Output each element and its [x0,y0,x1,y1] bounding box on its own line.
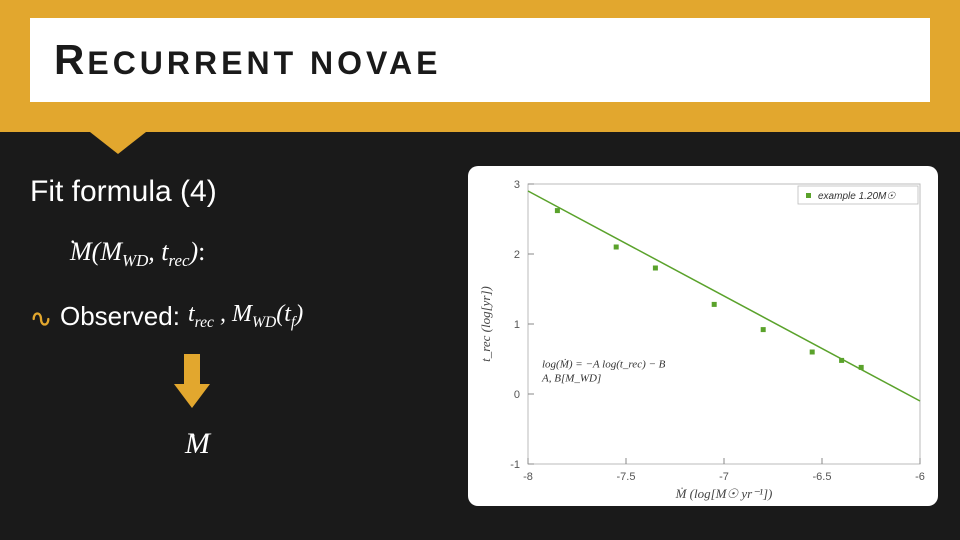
down-arrow-icon [170,352,440,417]
title-box: RECURRENT NOVAE [30,18,930,102]
bullet-icon [30,306,52,328]
svg-text:1: 1 [514,319,520,331]
slide: RECURRENT NOVAE Fit formula (4) . M(MWD,… [0,0,960,540]
svg-text:-1: -1 [510,459,520,471]
title-rest: ECURRENT NOVAE [87,45,441,81]
observed-row: Observed: trec , MWD(tf) [30,301,440,332]
svg-text:-7: -7 [719,471,729,483]
trec-vs-mdot-chart: -8 -7.5 -7 -6.5 -6 -1 0 1 2 3 Ṁ (log[M☉ yr⁻¹]) t_re… [468,166,938,506]
observed-math: trec , MWD(tf) [188,301,303,332]
svg-text:-8: -8 [523,471,533,483]
svg-text:-6.5: -6.5 [813,471,832,483]
svg-text:-7.5: -7.5 [617,471,636,483]
svg-text:t_rec (log[yr]): t_rec (log[yr]) [478,286,493,362]
observed-label: Observed: [60,301,180,332]
svg-text:3: 3 [514,179,520,191]
left-column: Fit formula (4) . M(MWD, trec): Observed… [30,175,440,461]
svg-text:example 1.20M☉: example 1.20M☉ [818,191,896,202]
result-mdot: .M [185,427,210,461]
svg-text:0: 0 [514,389,520,401]
chart-panel: -8 -7.5 -7 -6.5 -6 -1 0 1 2 3 Ṁ (log[M☉ yr⁻¹]) t_re… [468,166,938,506]
svg-text:A, B[M_WD]: A, B[M_WD] [541,373,601,385]
svg-text:-6: -6 [915,471,925,483]
mdot-function: . M(MWD, trec): [70,237,440,271]
svg-text:Ṁ (log[M☉ yr⁻¹]): Ṁ (log[M☉ yr⁻¹]) [675,486,773,501]
svg-text:2: 2 [514,249,520,261]
svg-text:log(Ṁ) = −A log(t_rec) − B: log(Ṁ) = −A log(t_rec) − B [542,359,666,371]
header-notch [90,132,146,154]
title-capital: R [54,36,87,83]
fit-formula-label: Fit formula (4) [30,175,440,209]
slide-title: RECURRENT NOVAE [54,36,906,84]
